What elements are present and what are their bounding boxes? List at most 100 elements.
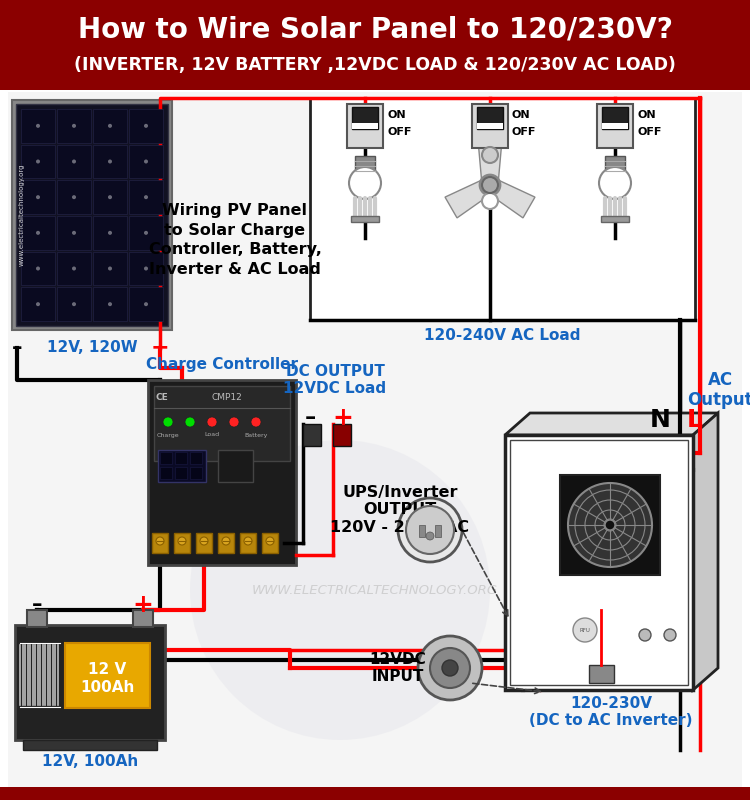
Circle shape — [156, 537, 164, 545]
Text: UPS/Inverter
OUTPUT
120V - 230V AC: UPS/Inverter OUTPUT 120V - 230V AC — [331, 485, 470, 535]
Bar — [174, 533, 190, 553]
Bar — [21, 180, 55, 214]
Text: ON: ON — [387, 110, 406, 120]
Bar — [303, 424, 321, 446]
Bar — [240, 533, 256, 553]
Bar — [605, 156, 625, 178]
Text: +: + — [332, 406, 353, 430]
Text: OFF: OFF — [637, 127, 662, 137]
Bar — [93, 287, 127, 321]
Circle shape — [144, 159, 148, 163]
Text: ON: ON — [637, 110, 656, 120]
Circle shape — [599, 167, 631, 199]
Bar — [602, 107, 628, 129]
Bar — [477, 107, 503, 129]
Bar — [57, 287, 91, 321]
Bar — [27, 610, 47, 627]
Circle shape — [72, 124, 76, 128]
Bar — [510, 440, 688, 685]
Polygon shape — [486, 178, 535, 218]
Bar — [352, 107, 378, 129]
Bar — [310, 98, 695, 320]
Text: AC
Output: AC Output — [687, 370, 750, 410]
Bar — [333, 424, 351, 446]
Polygon shape — [478, 140, 502, 185]
Bar — [8, 92, 742, 787]
Bar — [93, 109, 127, 142]
Bar — [419, 525, 425, 537]
Circle shape — [406, 506, 454, 554]
Bar — [560, 475, 660, 575]
Circle shape — [430, 648, 470, 688]
Bar — [472, 104, 508, 148]
Text: www.electricaltechnology.org: www.electricaltechnology.org — [19, 164, 25, 266]
Bar — [435, 525, 441, 537]
Text: DC OUTPUT
12VDC Load: DC OUTPUT 12VDC Load — [284, 364, 386, 396]
Text: +: + — [151, 338, 170, 358]
Circle shape — [605, 520, 615, 530]
Bar — [15, 625, 165, 740]
Bar — [175, 452, 187, 464]
Text: 120-230V
(DC to AC Inverter): 120-230V (DC to AC Inverter) — [530, 696, 693, 728]
Bar — [262, 533, 278, 553]
Circle shape — [108, 302, 112, 306]
Bar — [218, 533, 234, 553]
Bar — [196, 533, 212, 553]
Circle shape — [108, 124, 112, 128]
Bar — [57, 252, 91, 286]
Circle shape — [200, 537, 208, 545]
Circle shape — [573, 618, 597, 642]
Circle shape — [36, 124, 40, 128]
Circle shape — [144, 124, 148, 128]
Text: (INVERTER, 12V BATTERY ,12VDC LOAD & 120/230V AC LOAD): (INVERTER, 12V BATTERY ,12VDC LOAD & 120… — [74, 56, 676, 74]
Bar — [21, 216, 55, 250]
Text: N: N — [650, 408, 670, 432]
Bar — [477, 123, 503, 129]
Bar — [190, 452, 202, 464]
Circle shape — [418, 636, 482, 700]
Bar — [175, 467, 187, 479]
Bar — [589, 665, 614, 683]
Text: ON: ON — [512, 110, 531, 120]
Text: Battery: Battery — [244, 433, 268, 438]
Bar — [12, 100, 172, 330]
Bar — [129, 287, 163, 321]
Bar — [597, 104, 633, 148]
Bar — [21, 145, 55, 178]
Circle shape — [398, 498, 462, 562]
Text: WWW.ELECTRICALTECHNOLOGY.ORG: WWW.ELECTRICALTECHNOLOGY.ORG — [252, 583, 498, 597]
Circle shape — [108, 159, 112, 163]
Polygon shape — [505, 413, 718, 435]
Bar — [152, 533, 168, 553]
Circle shape — [349, 167, 381, 199]
Circle shape — [244, 537, 252, 545]
Bar — [133, 610, 153, 627]
Text: 100Ah: 100Ah — [80, 679, 134, 694]
Text: 12V, 100Ah: 12V, 100Ah — [42, 754, 138, 770]
Bar — [57, 180, 91, 214]
Circle shape — [36, 231, 40, 235]
Text: CE: CE — [156, 394, 168, 402]
Circle shape — [266, 537, 274, 545]
Circle shape — [568, 483, 652, 567]
Bar — [129, 145, 163, 178]
Bar — [57, 109, 91, 142]
Circle shape — [72, 195, 76, 199]
Bar — [158, 450, 206, 482]
Text: Charge: Charge — [157, 433, 179, 438]
Bar — [16, 104, 168, 326]
Bar — [351, 216, 379, 222]
Polygon shape — [445, 178, 494, 218]
Circle shape — [229, 417, 239, 427]
Circle shape — [144, 231, 148, 235]
Bar — [129, 216, 163, 250]
Bar — [23, 740, 157, 750]
Circle shape — [639, 629, 651, 641]
Text: 120-240V AC Load: 120-240V AC Load — [424, 329, 580, 343]
Circle shape — [108, 195, 112, 199]
Bar — [148, 380, 296, 565]
Bar — [352, 123, 378, 129]
Circle shape — [482, 193, 498, 209]
Circle shape — [222, 537, 230, 545]
Bar — [347, 104, 383, 148]
